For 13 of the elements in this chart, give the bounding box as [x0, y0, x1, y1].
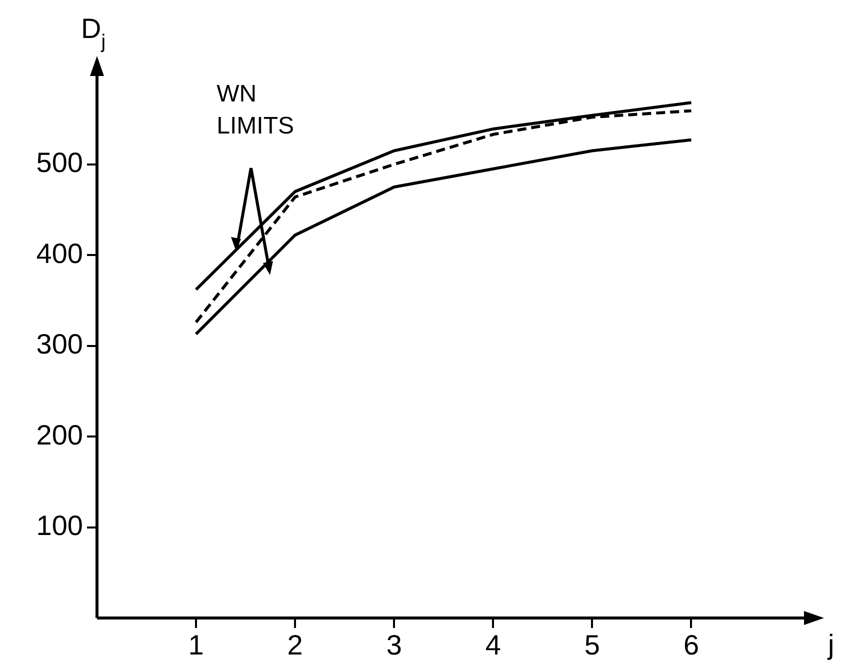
- x-tick-label: 4: [485, 630, 501, 661]
- y-tick-label: 100: [36, 510, 83, 541]
- annotation: WN LIMITS: [216, 80, 294, 140]
- y-tick-label: 200: [36, 419, 83, 450]
- y-tick-label: 300: [36, 328, 83, 360]
- x-tick-label: 1: [188, 630, 204, 661]
- x-tick-label: 2: [287, 630, 303, 661]
- x-tick-label: 3: [386, 630, 402, 661]
- y-tick-label: 500: [36, 147, 83, 178]
- x-tick-label: 6: [683, 630, 700, 661]
- x-tick-label: 5: [584, 630, 600, 661]
- y-tick-label: 400: [36, 238, 83, 269]
- x-axis-title: j: [827, 629, 834, 660]
